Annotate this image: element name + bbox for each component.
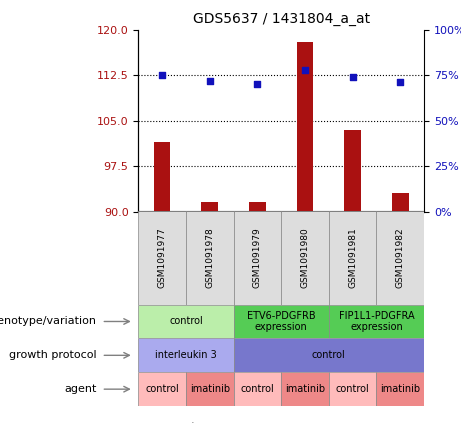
Bar — [154, 142, 171, 212]
Bar — [377, 372, 424, 406]
Text: control: control — [312, 350, 346, 360]
Title: GDS5637 / 1431804_a_at: GDS5637 / 1431804_a_at — [193, 12, 370, 26]
Text: agent: agent — [65, 384, 97, 394]
Text: ETV6-PDGFRB
expression: ETV6-PDGFRB expression — [247, 310, 315, 332]
Bar — [344, 130, 361, 212]
Text: GSM1091982: GSM1091982 — [396, 228, 405, 288]
Text: control: control — [145, 384, 179, 394]
Bar — [392, 193, 408, 212]
Bar — [329, 212, 377, 305]
Bar — [234, 305, 329, 338]
Point — [396, 79, 404, 86]
Bar — [138, 305, 234, 338]
Bar — [281, 372, 329, 406]
Text: imatinib: imatinib — [380, 384, 420, 394]
Text: GSM1091980: GSM1091980 — [301, 228, 309, 288]
Point — [206, 77, 213, 84]
Bar — [329, 305, 424, 338]
Text: genotype/variation: genotype/variation — [0, 316, 97, 327]
Point — [349, 74, 356, 80]
Bar — [249, 203, 266, 212]
Bar — [186, 212, 234, 305]
Bar — [281, 212, 329, 305]
Bar — [186, 372, 234, 406]
Bar — [201, 203, 218, 212]
Bar — [234, 372, 281, 406]
Bar — [234, 338, 424, 372]
Point — [159, 72, 166, 79]
Text: imatinib: imatinib — [189, 384, 230, 394]
Bar — [329, 372, 377, 406]
Text: ■: ■ — [148, 422, 158, 423]
Bar — [138, 338, 234, 372]
Text: GSM1091977: GSM1091977 — [158, 228, 166, 288]
Text: count: count — [166, 422, 195, 423]
Bar — [234, 212, 281, 305]
Bar — [377, 212, 424, 305]
Text: FIP1L1-PDGFRA
expression: FIP1L1-PDGFRA expression — [339, 310, 414, 332]
Text: GSM1091978: GSM1091978 — [205, 228, 214, 288]
Point — [301, 66, 309, 73]
Text: growth protocol: growth protocol — [9, 350, 97, 360]
Bar — [138, 372, 186, 406]
Bar — [138, 212, 186, 305]
Text: interleukin 3: interleukin 3 — [155, 350, 217, 360]
Text: GSM1091979: GSM1091979 — [253, 228, 262, 288]
Point — [254, 81, 261, 88]
Text: GSM1091981: GSM1091981 — [348, 228, 357, 288]
Text: control: control — [336, 384, 370, 394]
Text: control: control — [241, 384, 274, 394]
Text: control: control — [169, 316, 203, 327]
Bar — [297, 42, 313, 212]
Text: imatinib: imatinib — [285, 384, 325, 394]
